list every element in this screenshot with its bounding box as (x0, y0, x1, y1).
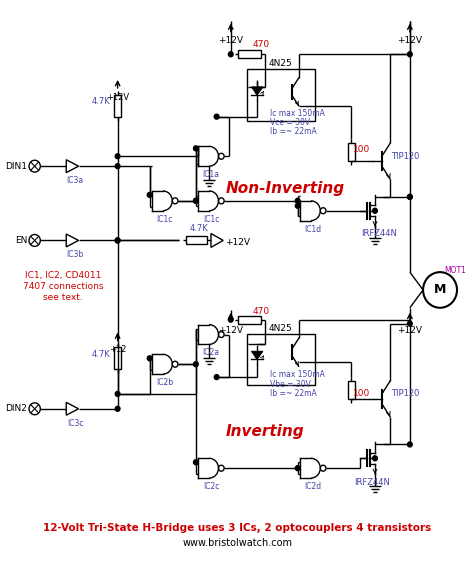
Circle shape (147, 193, 152, 197)
Text: IC1a: IC1a (202, 170, 219, 179)
Text: 470: 470 (252, 307, 270, 316)
Circle shape (214, 114, 219, 119)
Text: 7407 connections: 7407 connections (23, 283, 103, 291)
Bar (238, 316, 261, 324)
Circle shape (115, 154, 120, 158)
Text: 4.7K: 4.7K (91, 97, 110, 106)
Circle shape (115, 238, 120, 243)
Polygon shape (252, 351, 263, 359)
Text: TIP120: TIP120 (391, 152, 419, 161)
Circle shape (193, 362, 198, 367)
Text: MOT1: MOT1 (445, 266, 466, 275)
Bar (347, 144, 355, 161)
Circle shape (115, 392, 120, 396)
Text: +12V: +12V (218, 325, 243, 335)
Text: Ib =~ 22mA: Ib =~ 22mA (270, 389, 317, 398)
Text: IC3a: IC3a (67, 176, 84, 185)
Circle shape (295, 198, 300, 203)
Circle shape (115, 164, 120, 169)
Text: +12V: +12V (225, 238, 250, 247)
Circle shape (214, 374, 219, 380)
Text: IC2c: IC2c (203, 482, 219, 491)
Text: M: M (434, 283, 446, 296)
Text: 4N25: 4N25 (269, 324, 292, 332)
Circle shape (115, 406, 120, 412)
Text: Vbe = 30V: Vbe = 30V (270, 380, 311, 389)
Circle shape (228, 52, 233, 57)
Text: +12: +12 (109, 345, 126, 355)
Text: 12-Volt Tri-State H-Bridge uses 3 ICs, 2 optocouplers 4 transistors: 12-Volt Tri-State H-Bridge uses 3 ICs, 2… (43, 523, 431, 532)
Text: www.bristolwatch.com: www.bristolwatch.com (182, 539, 292, 548)
Circle shape (193, 198, 198, 203)
Text: IC1d: IC1d (304, 225, 321, 234)
Text: +12V: +12V (218, 36, 243, 46)
Text: DIN2: DIN2 (5, 404, 27, 413)
Text: Inverting: Inverting (226, 424, 305, 439)
Text: IC2d: IC2d (304, 482, 321, 491)
Text: Non-Inverting: Non-Inverting (226, 181, 345, 197)
Text: DIN1: DIN1 (5, 162, 27, 170)
Bar (114, 347, 121, 369)
Text: TIP120: TIP120 (391, 389, 419, 398)
Text: 4.7K: 4.7K (91, 350, 110, 359)
Circle shape (295, 203, 300, 208)
Text: 100: 100 (353, 145, 371, 154)
Bar (186, 237, 207, 245)
Text: 4N25: 4N25 (269, 59, 292, 68)
Circle shape (193, 460, 198, 465)
Circle shape (147, 356, 152, 361)
Text: Ic max 150mA: Ic max 150mA (270, 369, 325, 378)
Bar (347, 381, 355, 399)
Circle shape (228, 317, 233, 322)
Circle shape (408, 194, 412, 199)
Bar (238, 50, 261, 58)
Text: +12V: +12V (106, 93, 129, 102)
Text: IC2a: IC2a (202, 348, 219, 357)
Bar (247, 333, 315, 385)
Text: +12V: +12V (397, 325, 422, 335)
Text: IC1c: IC1c (203, 215, 219, 223)
Text: IC1, IC2, CD4011: IC1, IC2, CD4011 (25, 271, 101, 280)
Text: IC1c: IC1c (156, 215, 173, 223)
Circle shape (193, 198, 198, 203)
Text: 4.7K: 4.7K (189, 223, 208, 233)
Bar (114, 95, 121, 117)
Text: Vce = 30V: Vce = 30V (270, 118, 310, 127)
Circle shape (408, 194, 412, 199)
Polygon shape (252, 87, 263, 95)
Text: 470: 470 (252, 40, 270, 49)
Circle shape (373, 208, 377, 213)
Text: +12V: +12V (397, 36, 422, 46)
Circle shape (408, 442, 412, 447)
Bar (247, 69, 315, 121)
Text: IC3c: IC3c (67, 419, 83, 428)
Text: see text.: see text. (43, 294, 83, 302)
Text: IC3b: IC3b (66, 250, 84, 259)
Text: Ic max 150mA: Ic max 150mA (270, 109, 325, 118)
Text: Ib =~ 22mA: Ib =~ 22mA (270, 127, 317, 136)
Circle shape (408, 321, 412, 326)
Circle shape (408, 52, 412, 57)
Circle shape (373, 456, 377, 461)
Circle shape (115, 238, 120, 243)
Text: 100: 100 (353, 389, 371, 398)
Text: IC2b: IC2b (156, 378, 173, 387)
Circle shape (193, 146, 198, 151)
Circle shape (295, 466, 300, 471)
Text: IRFZ44N: IRFZ44N (361, 229, 397, 238)
Text: EN: EN (15, 236, 27, 245)
Text: IRFZ44N: IRFZ44N (354, 478, 390, 487)
